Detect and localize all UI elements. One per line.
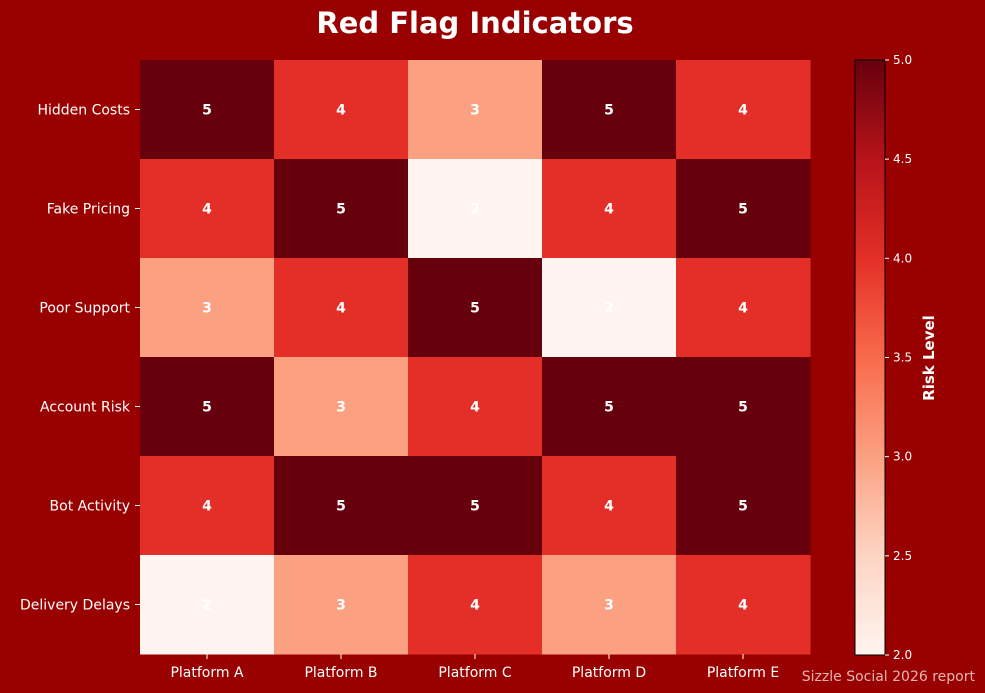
heatmap-cell [408, 555, 543, 655]
colorbar-tick-label: 3.5 [893, 351, 912, 365]
cell-value-label: 4 [470, 598, 480, 614]
colorbar-tick-label: 2.5 [893, 549, 912, 563]
cell-value-label: 4 [470, 400, 480, 416]
cell-value-label: 3 [470, 103, 480, 119]
heatmap-cell [140, 357, 275, 457]
cell-value-label: 3 [336, 598, 346, 614]
heatmap-cell [676, 456, 811, 556]
colorbar-tick-label: 4.0 [893, 251, 912, 265]
row-labels: Hidden Costs Fake Pricing Poor Support Acco… [20, 103, 140, 614]
heatmap-cell [140, 456, 275, 556]
colorbar: 2.0 2.5 3.0 3.5 4.0 4.5 5.0 Risk Level [854, 53, 938, 662]
heatmap-cell [274, 555, 409, 655]
row-label: Bot Activity [50, 499, 130, 515]
column-label: Platform E [707, 665, 779, 681]
cell-value-label: 5 [738, 499, 748, 515]
cell-value-label: 5 [604, 103, 614, 119]
cell-value-label: 4 [738, 301, 748, 317]
cell-value-label: 4 [738, 103, 748, 119]
cell-value-label: 4 [202, 499, 212, 515]
cell-value-label: 2 [470, 202, 480, 218]
colorbar-tick-label: 4.5 [893, 152, 912, 166]
cell-value-label: 4 [604, 499, 614, 515]
cell-value-label: 4 [604, 202, 614, 218]
heatmap-cell [676, 357, 811, 457]
column-label: Platform A [170, 665, 243, 681]
cell-value-label: 5 [470, 499, 480, 515]
heatmap-cell [274, 357, 409, 457]
cell-value-label: 5 [202, 400, 212, 416]
heatmap-cell [140, 159, 275, 259]
cell-value-label: 5 [202, 103, 212, 119]
colorbar-tick-label: 3.0 [893, 450, 912, 464]
cell-value-label: 5 [336, 499, 346, 515]
colorbar-tick-label: 2.0 [893, 648, 912, 662]
colorbar-tick-label: 5.0 [893, 53, 912, 67]
colorbar-ticks: 2.0 2.5 3.0 3.5 4.0 4.5 5.0 [885, 53, 912, 662]
cell-value-label: 3 [336, 400, 346, 416]
heatmap-cell [676, 60, 811, 160]
row-label: Hidden Costs [37, 103, 130, 119]
heatmap-cell [408, 258, 543, 358]
cell-value-label: 4 [202, 202, 212, 218]
heatmap-cell [542, 555, 677, 655]
heatmap-cell [542, 357, 677, 457]
cell-value-label: 4 [336, 301, 346, 317]
chart-title: Red Flag Indicators [316, 6, 633, 40]
heatmap-cell [542, 258, 677, 358]
cell-value-label: 2 [202, 598, 212, 614]
heatmap-cell [140, 555, 275, 655]
heatmap-cell [676, 555, 811, 655]
heatmap-cell [676, 258, 811, 358]
heatmap-cell [676, 159, 811, 259]
cell-value-label: 4 [336, 103, 346, 119]
cell-value-label: 5 [470, 301, 480, 317]
cell-value-label: 4 [738, 598, 748, 614]
heatmap-cells: 5 4 3 5 4 4 5 2 4 5 3 4 5 2 4 5 3 4 5 5 4 5 5 4 5 2 3 4 3 4 [140, 60, 811, 655]
column-labels: Platform A Platform B Platform C Platform D… [170, 654, 779, 681]
cell-value-label: 5 [738, 400, 748, 416]
column-label: Platform B [304, 665, 377, 681]
heatmap-cell [140, 60, 275, 160]
row-label: Fake Pricing [47, 202, 130, 218]
cell-value-label: 2 [604, 301, 614, 317]
heatmap-cell [542, 456, 677, 556]
heatmap-cell [274, 456, 409, 556]
heatmap-cell [542, 159, 677, 259]
heatmap-cell [542, 60, 677, 160]
heatmap-cell [408, 60, 543, 160]
cell-value-label: 3 [202, 301, 212, 317]
cell-value-label: 5 [738, 202, 748, 218]
column-label: Platform C [438, 665, 511, 681]
heatmap-cell [274, 159, 409, 259]
footer-credit: Sizzle Social 2026 report [802, 669, 976, 685]
heatmap-cell [140, 258, 275, 358]
cell-value-label: 5 [336, 202, 346, 218]
colorbar-gradient [854, 59, 886, 656]
heatmap-cell [408, 456, 543, 556]
row-label: Account Risk [40, 400, 131, 416]
heatmap-cell [408, 159, 543, 259]
cell-value-label: 3 [604, 598, 614, 614]
cell-value-label: 5 [604, 400, 614, 416]
row-label: Delivery Delays [20, 598, 130, 614]
column-label: Platform D [572, 665, 646, 681]
heatmap-cell [274, 60, 409, 160]
heatmap-cell [274, 258, 409, 358]
row-label: Poor Support [39, 301, 130, 317]
heatmap-cell [408, 357, 543, 457]
colorbar-label: Risk Level [920, 315, 938, 401]
